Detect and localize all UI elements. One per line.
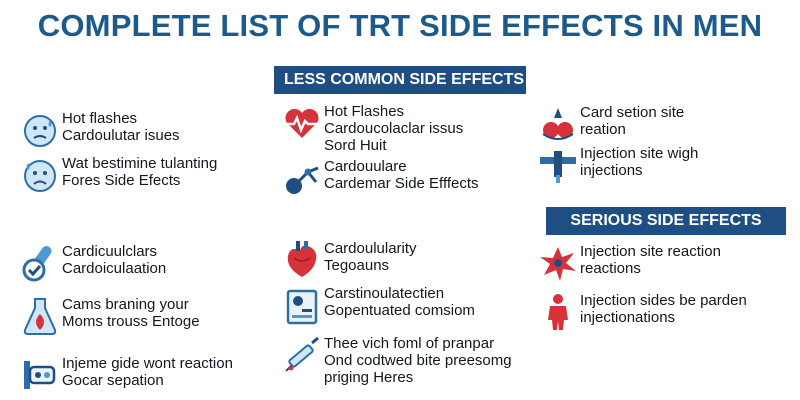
item-line: priging Heres xyxy=(324,369,414,386)
injection-site-icon xyxy=(538,104,578,144)
item-line: Injection site reaction xyxy=(580,243,721,260)
item-line: Cams braning your xyxy=(62,296,189,313)
item-line: Tegoauns xyxy=(324,257,390,274)
item-line: Cardicuulclars xyxy=(62,243,158,260)
item-line: Card setion site xyxy=(580,104,685,121)
molecule-icon xyxy=(282,158,322,198)
item-line: Ond codtwed bite preesomg xyxy=(324,352,512,369)
person-icon xyxy=(538,292,578,332)
item-line: Injection sides be parden xyxy=(580,292,747,309)
item-line: Thee vich foml of pranpar xyxy=(324,335,495,352)
worried-face-icon xyxy=(20,110,60,150)
pill-check-icon xyxy=(20,243,60,283)
item-line: Fores Side Efects xyxy=(62,172,181,189)
item-line: Cardoulutar isues xyxy=(62,127,180,144)
item-line: Cardoiculaation xyxy=(62,260,167,277)
item-line: Injection site wigh xyxy=(580,145,699,162)
item-line: Wat bestimine tulanting xyxy=(62,155,218,172)
item-line: injections xyxy=(580,162,643,179)
anatomical-heart-icon xyxy=(282,240,322,280)
less-common-header: LESS COMMON SIDE EFFECTS xyxy=(274,66,526,94)
device-icon xyxy=(20,355,60,395)
item-line: Sord Huit xyxy=(324,137,387,154)
item-line: injectionations xyxy=(580,309,676,326)
heartbeat-icon xyxy=(282,103,322,143)
item-line: Hot Flashes xyxy=(324,103,405,120)
item-line: Cardoucolaclar issus xyxy=(324,120,464,137)
item-line: Cardoulularity xyxy=(324,240,417,257)
item-line: Moms trouss Entoge xyxy=(62,313,200,330)
item-line: Cardouulare xyxy=(324,158,407,175)
item-line: Gocar sepation xyxy=(62,372,164,389)
page-title: COMPLETE LIST OF TRT SIDE EFFECTS IN MEN xyxy=(37,8,763,43)
item-line: Hot flashes xyxy=(62,110,138,127)
clipboard-icon xyxy=(282,285,322,325)
flask-icon xyxy=(20,296,60,336)
syringe-icon xyxy=(538,145,578,185)
item-line: Injeme gide wont reaction xyxy=(62,355,233,372)
item-line: Gopentuated comsiom xyxy=(324,302,475,319)
injection-pen-icon xyxy=(282,335,322,375)
reaction-burst-icon xyxy=(538,243,578,283)
item-line: Carstinoulatectien xyxy=(324,285,445,302)
item-line: Cardemar Side Efffects xyxy=(324,175,479,192)
item-line: reactions xyxy=(580,260,641,277)
serious-header: SERIOUS SIDE EFFECTS xyxy=(546,207,786,235)
sad-face-icon xyxy=(20,155,60,195)
item-line: reation xyxy=(580,121,626,138)
